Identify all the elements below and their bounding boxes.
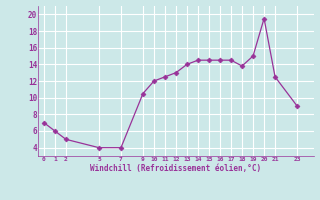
X-axis label: Windchill (Refroidissement éolien,°C): Windchill (Refroidissement éolien,°C) (91, 164, 261, 173)
